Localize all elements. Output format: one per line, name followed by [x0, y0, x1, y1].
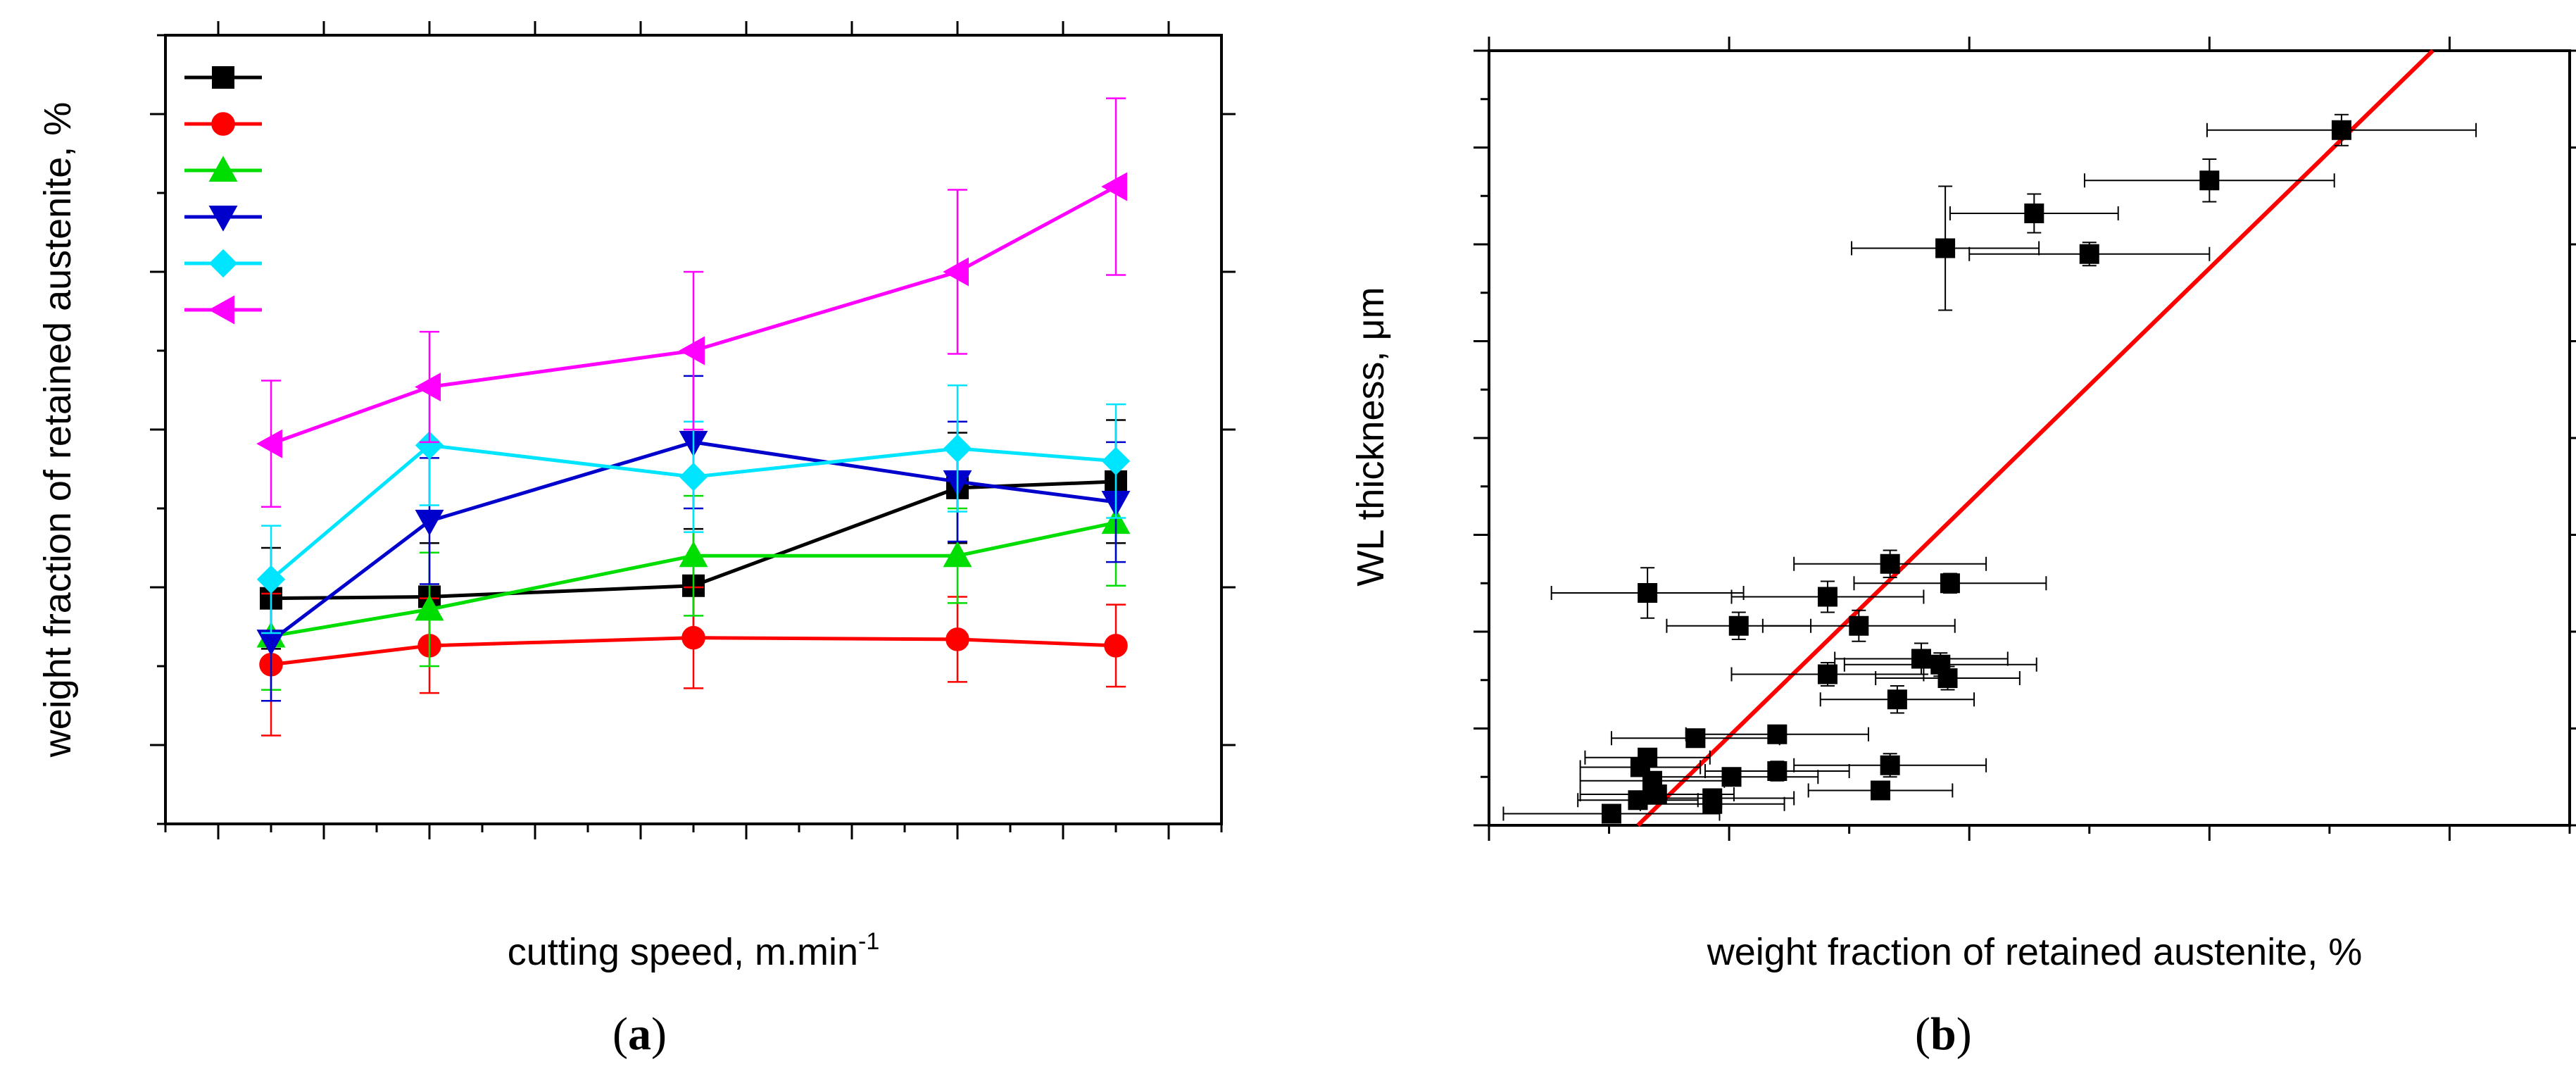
chart-a-series-5 — [256, 97, 1127, 508]
chart-b-data-point — [1728, 615, 1749, 636]
chart-b-data-point-group — [1819, 685, 1975, 714]
chart-a-data-point — [1104, 634, 1128, 658]
chart-a-data-point — [415, 431, 444, 460]
chart-b-data-point — [1937, 668, 1958, 688]
chart-b-fit-line-group — [1636, 49, 2434, 827]
chart-b-data-point — [1628, 790, 1648, 811]
chart-a-legend-marker — [208, 249, 238, 278]
chart-b-data-point-group — [1851, 185, 2040, 311]
chart-a-series-4 — [256, 384, 1131, 634]
chart-b-data-point-group — [1968, 242, 2211, 267]
chart-b-data-point-group — [1730, 580, 1925, 613]
chart-b-data-point-group — [2083, 158, 2335, 203]
chart-a-data-point — [1101, 446, 1131, 475]
chart-a-data-point — [943, 541, 972, 568]
chart-b: weight fraction of retained austenite, %… — [1350, 37, 2576, 1060]
chart-a-panel-label: (a) — [612, 1008, 667, 1060]
chart-a-x-axis-label: cutting speed, m.min-1 — [508, 928, 879, 973]
chart-b-data-point — [1817, 664, 1837, 684]
chart-a-legend-marker — [208, 295, 234, 325]
chart-b-data-point-group — [1502, 803, 1721, 824]
chart-a-data-point — [679, 336, 705, 365]
chart-b-data-point — [1638, 583, 1658, 603]
chart-b-ticks — [1474, 37, 2576, 841]
chart-b-data-point-group — [1685, 724, 1869, 744]
chart-a-data-point — [679, 541, 708, 568]
chart-b-x-axis-label: weight fraction of retained austenite, % — [1707, 931, 2363, 973]
chart-a-legend-marker — [211, 112, 235, 136]
chart-a-data-point — [415, 509, 444, 536]
chart-a-legend-marker — [208, 206, 238, 232]
chart-a-ticks — [150, 21, 1236, 839]
chart-a-data-point — [945, 627, 969, 651]
chart-b-data-point — [2024, 204, 2044, 223]
chart-b-data-point — [1721, 767, 1742, 787]
chart-b-data-point-group — [1666, 611, 1812, 640]
chart-b-data-point — [2079, 244, 2099, 264]
chart-b-data-point — [1685, 728, 1706, 749]
chart-b-data-point-group — [1853, 573, 2047, 594]
chart-a-legend — [184, 66, 262, 325]
chart-a-legend-marker — [208, 156, 238, 182]
chart-b-panel-label: (b) — [1915, 1008, 1972, 1060]
chart-b-data-point-group — [1610, 728, 1780, 749]
chart-b-data-point — [2199, 170, 2220, 191]
chart-a-series-1 — [259, 586, 1128, 737]
chart-a-data-point — [415, 594, 444, 621]
chart-a-legend-marker — [212, 66, 234, 89]
chart-a-data-point — [256, 429, 282, 458]
chart-b-data-point-group — [2206, 113, 2477, 146]
chart-b-data-point-group — [1793, 549, 1987, 578]
chart-b-data-point — [1880, 553, 1900, 574]
chart-a-data-point — [943, 257, 969, 287]
chart-b-data-point — [1817, 587, 1837, 607]
chart-b-points — [1502, 113, 2477, 824]
chart-a-x-axis-label-superscript: -1 — [858, 928, 879, 955]
chart-b-data-point — [1642, 770, 1662, 791]
chart-b-data-point-group — [1644, 767, 1819, 787]
chart-a: cutting speed, m.min-1 weight fraction o… — [37, 21, 1236, 1060]
chart-b-data-point-group — [1807, 780, 1954, 801]
chart-b-y-axis-label: WL thickness, μm — [1350, 287, 1392, 586]
chart-a-data-point — [256, 565, 286, 594]
chart-b-data-point — [1935, 238, 1956, 258]
chart-b-data-point — [1871, 780, 1891, 801]
chart-a-data-point — [679, 463, 708, 492]
chart-b-data-point-group — [1730, 662, 1925, 687]
chart-a-data-point — [681, 625, 705, 650]
chart-b-data-point — [1849, 615, 1869, 636]
chart-a-data-point — [943, 434, 972, 463]
chart-b-fit-line — [1636, 49, 2434, 827]
chart-b-data-point — [1940, 573, 1960, 594]
chart-b-data-point-group — [1793, 753, 1987, 778]
chart-b-data-point-group — [1550, 567, 1745, 619]
chart-b-data-point — [2331, 120, 2351, 140]
chart-a-data-point — [1101, 172, 1127, 201]
chart-b-data-point-group — [1577, 790, 1699, 811]
chart-b-data-point-group — [1761, 609, 1956, 642]
chart-b-data-point — [1630, 757, 1650, 777]
chart-b-plot-frame — [1488, 49, 2571, 827]
chart-b-data-point — [1880, 755, 1900, 775]
chart-b-data-point-group — [1875, 665, 2021, 691]
chart-b-data-point — [1887, 689, 1907, 710]
chart-a-y-axis-label: weight fraction of retained austenite, % — [37, 102, 79, 758]
chart-b-data-point-group — [1834, 642, 2009, 675]
chart-b-data-point-group — [1949, 193, 2119, 234]
chart-a-data-point — [415, 373, 441, 401]
chart-b-data-point-group — [1639, 794, 1785, 814]
chart-a-series — [256, 97, 1131, 737]
chart-b-data-point — [1601, 803, 1621, 824]
chart-b-data-point — [1702, 794, 1723, 814]
chart-b-data-point-group — [1579, 757, 1702, 777]
chart-b-data-point — [1767, 724, 1788, 744]
